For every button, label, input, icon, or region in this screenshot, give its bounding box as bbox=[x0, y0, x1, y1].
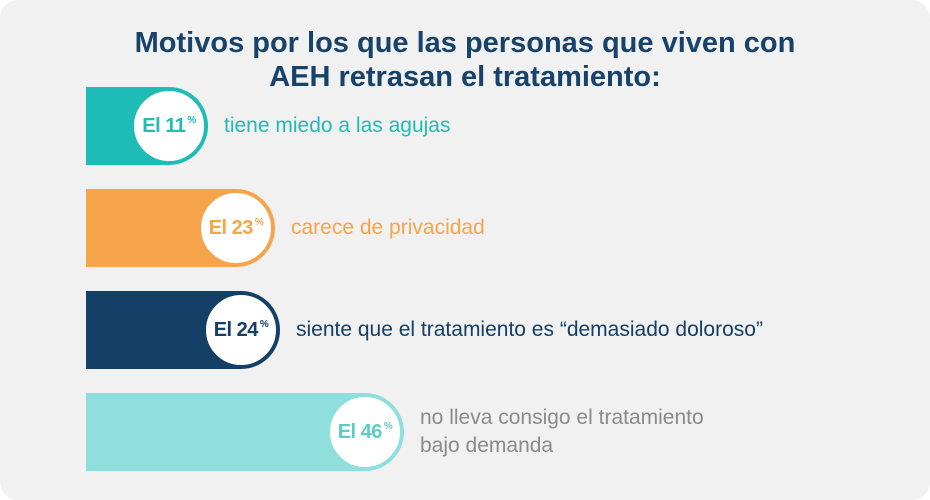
value-label-1: El 11% bbox=[142, 115, 196, 138]
value-text: El 23 bbox=[208, 216, 254, 239]
value-badge-4: El 46% bbox=[328, 395, 402, 469]
value-badge-2: El 23% bbox=[199, 191, 273, 265]
value-text: El 24 bbox=[213, 318, 259, 341]
category-label-1: tiene miedo a las agujas bbox=[224, 114, 451, 137]
chart-title-line-1: Motivos por los que las personas que viv… bbox=[134, 27, 796, 59]
chart-title-line-2: AEH retrasan el tratamiento: bbox=[269, 61, 661, 93]
category-label-4: no lleva consigo el tratamiento bajo dem… bbox=[420, 406, 704, 457]
category-label-2: carece de privacidad bbox=[291, 216, 485, 239]
value-label-3: El 24% bbox=[214, 319, 269, 342]
value-label-2: El 23% bbox=[209, 217, 264, 240]
percent-sign: % bbox=[187, 114, 196, 126]
value-label-4: El 46% bbox=[338, 421, 393, 444]
value-text: El 46 bbox=[337, 420, 383, 443]
percent-sign: % bbox=[383, 420, 393, 432]
value-text: El 11 bbox=[142, 114, 186, 137]
percent-sign: % bbox=[259, 318, 269, 330]
chart-title: Motivos por los que las personas que viv… bbox=[0, 26, 930, 94]
value-badge-1: El 11% bbox=[132, 89, 206, 163]
category-label-3: siente que el tratamiento es “demasiado … bbox=[296, 318, 763, 341]
percent-sign: % bbox=[254, 216, 264, 228]
value-badge-3: El 24% bbox=[204, 293, 278, 367]
